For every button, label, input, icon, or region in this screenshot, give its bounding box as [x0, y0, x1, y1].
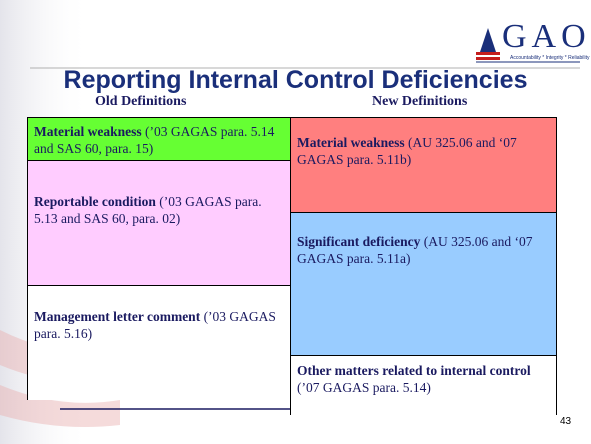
column-header: Old Definitions: [95, 94, 187, 109]
reference: (AU 325.06 and ‘07 GAGAS para. 5.11b): [297, 135, 517, 167]
term: Reportable condition: [34, 194, 156, 209]
logo-tagline: Accountability * Integrity * Reliability: [510, 55, 590, 61]
definition-box: Reportable condition (’03 GAGAS para. 5.…: [27, 160, 291, 286]
term: Material weakness: [34, 124, 142, 139]
page-number: 43: [560, 416, 572, 427]
term: Other matters related to internal contro…: [297, 363, 531, 378]
term: Material weakness: [297, 135, 405, 150]
gao-logo-icon: [476, 28, 580, 63]
reference: (’03 GAGAS para. 5.14 and SAS 60, para. …: [34, 124, 275, 156]
term: Significant deficiency: [297, 234, 421, 249]
definition-box: Significant deficiency (AU 325.06 and ‘0…: [290, 212, 557, 356]
definition-box: Management letter comment (’03 GAGAS par…: [27, 285, 291, 400]
definition-box: Material weakness (’03 GAGAS para. 5.14 …: [27, 117, 291, 161]
slide-title: Reporting Internal Control Deficiencies: [63, 66, 528, 94]
definition-box: Material weakness (AU 325.06 and ‘07 GAG…: [290, 117, 557, 213]
logo-text: GAO: [502, 18, 591, 55]
definition-box: Other matters related to internal contro…: [290, 355, 557, 415]
reference: (’07 GAGAS para. 5.14): [297, 380, 431, 395]
reference: (AU 325.06 and ‘07 GAGAS para. 5.11a): [297, 234, 533, 266]
column-header: New Definitions: [372, 94, 468, 109]
term: Management letter comment: [34, 309, 201, 324]
reference: (’03 GAGAS para. 5.13 and SAS 60, para. …: [34, 194, 262, 226]
reference: (’03 GAGAS para. 5.16): [34, 309, 276, 341]
